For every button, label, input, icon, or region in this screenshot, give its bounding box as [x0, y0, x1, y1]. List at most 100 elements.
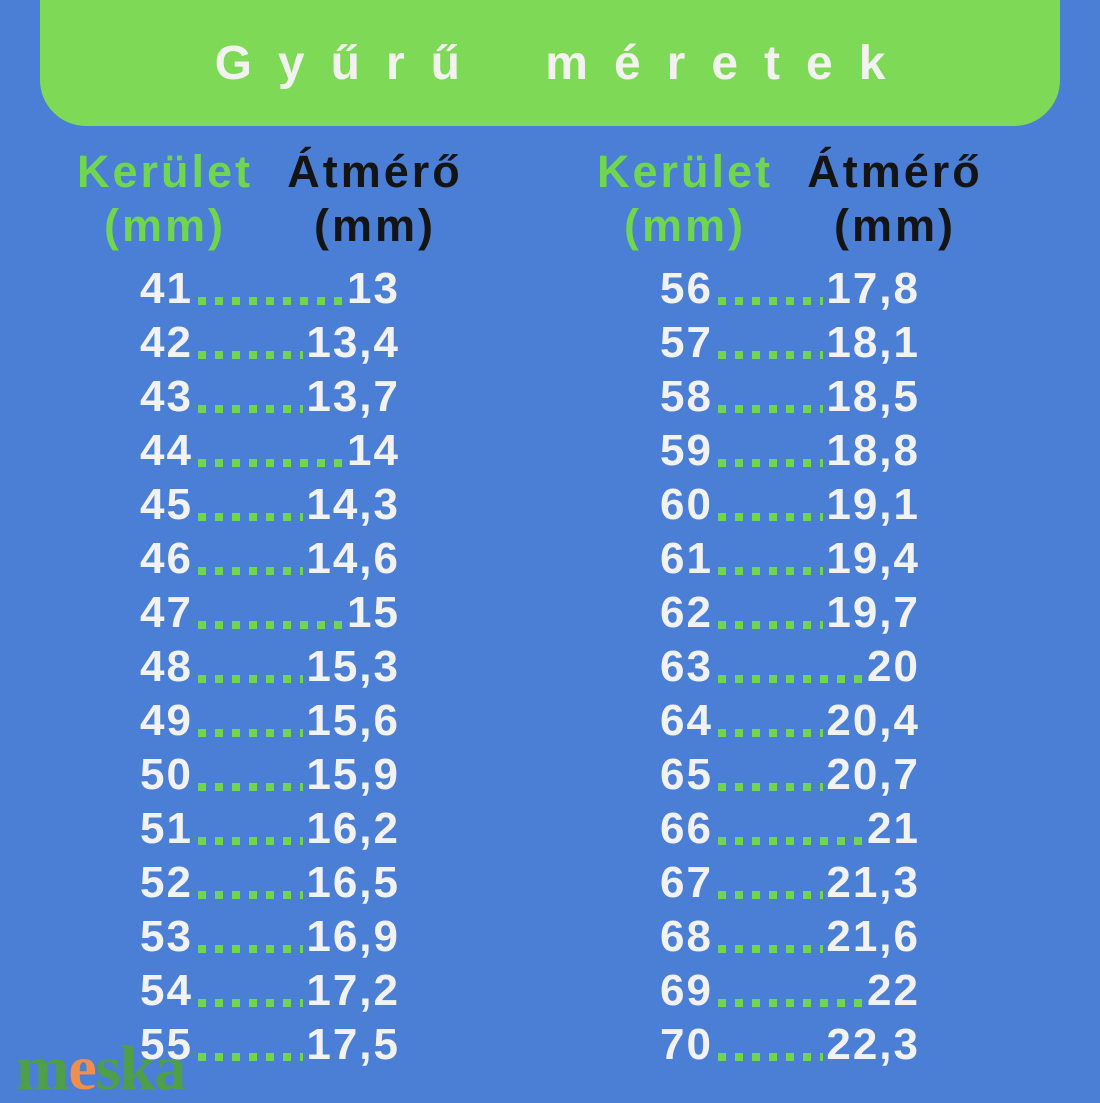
table-row: 68 21,6 [660, 910, 920, 964]
column-label: Átmérő [807, 146, 983, 197]
table-row: 50 15,9 [140, 748, 400, 802]
column-label: Kerület [596, 146, 774, 197]
diameter-value: 18,1 [826, 318, 920, 367]
table-row: 55 17,5 [140, 1018, 400, 1072]
column-unit: (mm) [314, 200, 436, 251]
dotted-leader [717, 999, 865, 1007]
table-row: 44 14 [140, 424, 400, 478]
circumference-value: 41 [140, 264, 193, 313]
dotted-leader [197, 945, 304, 953]
circumference-value: 44 [140, 426, 193, 475]
circumference-value: 56 [660, 264, 713, 313]
diameter-value: 20 [867, 642, 920, 691]
table-row: 51 16,2 [140, 802, 400, 856]
dotted-leader [717, 621, 824, 629]
table-row: 59 18,8 [660, 424, 920, 478]
diameter-value: 19,4 [826, 534, 920, 583]
diameter-value: 14 [347, 426, 400, 475]
dotted-leader [197, 783, 304, 791]
dotted-leader [717, 675, 865, 683]
diameter-value: 22 [867, 966, 920, 1015]
dotted-leader [197, 459, 345, 467]
circumference-value: 50 [140, 750, 193, 799]
dotted-leader [717, 405, 824, 413]
circumference-value: 61 [660, 534, 713, 583]
dotted-leader [197, 405, 304, 413]
circumference-value: 68 [660, 912, 713, 961]
diameter-value: 15,9 [306, 750, 400, 799]
column-unit: (mm) [834, 200, 956, 251]
table-row: 56 17,8 [660, 262, 920, 316]
column-header-diameter: Átmérő (mm) [790, 145, 1000, 253]
page-title: Gyűrű méretek [214, 36, 912, 90]
column-unit: (mm) [624, 200, 746, 251]
circumference-value: 55 [140, 1020, 193, 1069]
diameter-value: 21,3 [826, 858, 920, 907]
table-row: 69 22 [660, 964, 920, 1018]
circumference-value: 67 [660, 858, 713, 907]
table-header: Kerület (mm) Átmérő (mm) [60, 145, 480, 253]
dotted-leader [717, 1053, 824, 1061]
table-row: 64 20,4 [660, 694, 920, 748]
logo-text: m [16, 1032, 69, 1103]
circumference-value: 46 [140, 534, 193, 583]
circumference-value: 53 [140, 912, 193, 961]
table-row: 67 21,3 [660, 856, 920, 910]
table-row: 61 19,4 [660, 532, 920, 586]
diameter-value: 14,6 [306, 534, 400, 583]
dotted-leader [717, 513, 824, 521]
table-row: 66 21 [660, 802, 920, 856]
table-row: 47 15 [140, 586, 400, 640]
dotted-leader [717, 297, 824, 305]
table-row: 43 13,7 [140, 370, 400, 424]
column-header-diameter: Átmérő (mm) [270, 145, 480, 253]
table-row: 63 20 [660, 640, 920, 694]
dotted-leader [197, 999, 304, 1007]
table-row: 58 18,5 [660, 370, 920, 424]
diameter-value: 18,5 [826, 372, 920, 421]
circumference-value: 54 [140, 966, 193, 1015]
table-row: 49 15,6 [140, 694, 400, 748]
circumference-value: 63 [660, 642, 713, 691]
circumference-value: 47 [140, 588, 193, 637]
table-row: 52 16,5 [140, 856, 400, 910]
diameter-value: 15 [347, 588, 400, 637]
dotted-leader [197, 729, 304, 737]
diameter-value: 18,8 [826, 426, 920, 475]
table-row: 62 19,7 [660, 586, 920, 640]
circumference-value: 49 [140, 696, 193, 745]
circumference-value: 52 [140, 858, 193, 907]
logo-text: ska [95, 1032, 186, 1103]
table-row: 41 13 [140, 262, 400, 316]
table-row: 60 19,1 [660, 478, 920, 532]
table-row: 65 20,7 [660, 748, 920, 802]
title-banner: Gyűrű méretek [40, 0, 1060, 126]
dotted-leader [717, 837, 865, 845]
column-unit: (mm) [104, 200, 226, 251]
diameter-value: 14,3 [306, 480, 400, 529]
circumference-value: 69 [660, 966, 713, 1015]
dotted-leader [197, 1053, 304, 1061]
table-row: 45 14,3 [140, 478, 400, 532]
table-row: 57 18,1 [660, 316, 920, 370]
table-row: 53 16,9 [140, 910, 400, 964]
dotted-leader [197, 891, 304, 899]
diameter-value: 21 [867, 804, 920, 853]
diameter-value: 13,4 [306, 318, 400, 367]
diameter-value: 20,4 [826, 696, 920, 745]
dotted-leader [197, 621, 345, 629]
diameter-value: 17,2 [306, 966, 400, 1015]
diameter-value: 21,6 [826, 912, 920, 961]
circumference-value: 43 [140, 372, 193, 421]
logo-accent-letter: e [68, 1032, 96, 1103]
dotted-leader [197, 675, 304, 683]
circumference-value: 57 [660, 318, 713, 367]
dotted-leader [197, 297, 345, 305]
diameter-value: 22,3 [826, 1020, 920, 1069]
circumference-value: 64 [660, 696, 713, 745]
circumference-value: 60 [660, 480, 713, 529]
table-rows: 41 13 42 13,4 43 13,7 44 14 45 14,3 46 14,6 47 15 48 15… [140, 262, 400, 1072]
circumference-value: 70 [660, 1020, 713, 1069]
table-row: 46 14,6 [140, 532, 400, 586]
dotted-leader [717, 891, 824, 899]
